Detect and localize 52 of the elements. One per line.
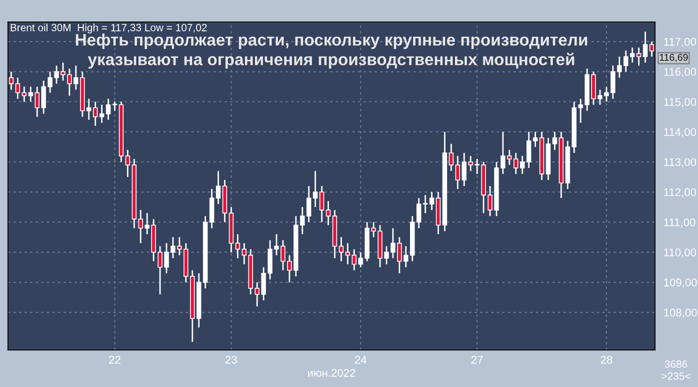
candlestick <box>306 185 312 223</box>
candlestick <box>326 200 331 226</box>
annotation: Brent oil 30M High = 117,33 Low = 107,02 <box>10 24 207 34</box>
candlestick <box>99 104 104 124</box>
y-tick-label: 117,00 <box>664 38 696 48</box>
candlestick <box>552 131 558 151</box>
candlestick <box>112 101 118 112</box>
candlestick <box>28 86 34 102</box>
text: 116,69 <box>660 54 688 62</box>
candlestick <box>630 46 635 64</box>
candlestick <box>242 242 247 265</box>
candlestick <box>345 242 350 265</box>
candlestick <box>448 143 454 172</box>
y-tick-label: 115,00 <box>664 98 696 108</box>
candlestick <box>216 170 221 205</box>
candlestick <box>526 131 532 169</box>
candlestick <box>15 76 20 100</box>
y-tick-label: 114,00 <box>664 128 696 138</box>
candlestick <box>429 191 434 211</box>
candlestick <box>642 30 648 64</box>
y-tick-label: 109,00 <box>664 278 697 288</box>
y-tick-label: 116,00 <box>664 68 696 78</box>
candlestick <box>416 197 422 229</box>
y-tick-label: 111,00 <box>664 218 696 228</box>
text: 3686 <box>664 360 688 368</box>
candlestick <box>455 155 460 190</box>
candlestick <box>125 149 130 178</box>
candlestick <box>235 233 240 259</box>
candlestick <box>319 185 324 223</box>
candlestick <box>22 86 27 102</box>
candlestick <box>636 46 642 66</box>
x-tick-label: 24 <box>354 356 366 364</box>
candlestick <box>338 236 344 262</box>
text: >235< <box>662 372 690 380</box>
x-tick-label: 27 <box>471 356 483 364</box>
x-tick-label: 22 <box>109 356 120 364</box>
candlestick <box>106 98 111 120</box>
y-tick-label: 110,00 <box>664 248 696 258</box>
x-tick-label: 23 <box>226 356 237 364</box>
y-tick-label: 113,00 <box>664 158 696 168</box>
candlestick <box>532 131 538 148</box>
candlestick <box>92 101 98 127</box>
candlestick <box>649 40 654 58</box>
x-tick-label: 28 <box>600 356 612 364</box>
x-axis-title: июн.2022 <box>308 368 356 377</box>
candlestick <box>422 194 428 214</box>
y-tick-label: 112,00 <box>664 188 696 198</box>
candlestick <box>8 70 14 90</box>
candlestick <box>352 248 357 271</box>
candlestick <box>312 170 318 208</box>
text: Нефть продолжает расти, поскольку крупные производители указывают на ограничения производственных мощностей <box>76 33 588 69</box>
y-tick-label: 108,00 <box>664 308 697 318</box>
